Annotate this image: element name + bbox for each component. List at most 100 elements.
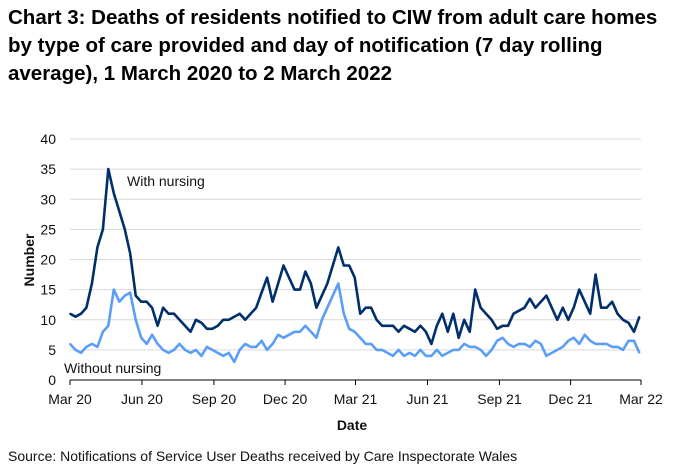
data-point: [85, 346, 88, 348]
x-tick-label: Jun 20: [121, 391, 163, 407]
y-tick-label: 15: [40, 282, 56, 298]
data-point: [326, 306, 329, 309]
data-point: [140, 300, 142, 303]
data-point: [206, 346, 208, 348]
data-point: [512, 312, 515, 315]
data-point: [96, 346, 99, 348]
data-point: [260, 340, 263, 342]
data-point: [386, 324, 389, 327]
data-point: [211, 349, 214, 351]
data-point: [419, 349, 422, 351]
data-point: [80, 312, 82, 315]
data-point: [452, 349, 455, 351]
data-point: [452, 312, 455, 315]
data-point: [633, 331, 635, 333]
data-point: [337, 246, 340, 249]
y-axis-label: Number: [21, 233, 37, 286]
data-point: [310, 282, 312, 285]
data-point: [211, 327, 214, 330]
data-point: [293, 331, 296, 333]
data-point: [189, 331, 192, 333]
data-point: [353, 331, 356, 333]
data-point: [430, 343, 433, 345]
data-point: [233, 361, 236, 363]
data-point: [638, 352, 641, 354]
data-point: [594, 273, 597, 276]
data-point: [529, 346, 531, 348]
data-point: [310, 331, 312, 333]
data-point: [605, 306, 608, 309]
data-point: [600, 306, 602, 309]
series-with-nursing: [69, 167, 641, 346]
data-point: [255, 306, 257, 309]
data-point: [332, 264, 334, 267]
data-point: [551, 306, 553, 309]
data-point: [381, 324, 383, 327]
data-point: [551, 352, 553, 354]
data-point: [206, 327, 208, 330]
data-point: [113, 192, 115, 195]
annotation-with-nursing: With nursing: [127, 173, 205, 189]
data-point: [342, 264, 345, 267]
data-point: [91, 343, 93, 345]
data-point: [408, 352, 411, 354]
data-point: [414, 331, 416, 333]
y-tick-label: 20: [40, 252, 56, 268]
data-point: [348, 264, 351, 267]
data-point: [567, 318, 570, 321]
data-point: [145, 343, 148, 345]
data-point: [375, 349, 378, 351]
data-point: [375, 318, 378, 321]
data-point: [151, 334, 153, 336]
data-point: [518, 309, 520, 312]
data-point: [583, 300, 586, 303]
data-point: [107, 324, 110, 327]
data-point: [485, 312, 487, 315]
data-point: [490, 349, 493, 351]
data-point: [321, 318, 323, 321]
data-point: [255, 346, 257, 348]
data-point: [222, 318, 225, 321]
data-point: [523, 343, 526, 345]
data-point: [96, 246, 99, 249]
data-point: [326, 282, 329, 285]
y-tick-label: 40: [40, 131, 56, 147]
data-point: [184, 349, 186, 351]
x-axis-label: Date: [337, 417, 368, 433]
data-point: [304, 270, 307, 273]
data-point: [266, 276, 268, 279]
data-point: [441, 312, 444, 315]
data-point: [195, 349, 197, 351]
data-point: [403, 355, 405, 357]
data-point: [414, 355, 416, 357]
x-axis: Mar 20 Jun 20 Sep 20 Dec 20 Mar 21 Jun 21 Sep …: [48, 379, 663, 407]
data-point: [523, 306, 526, 309]
x-tick-label: Dec 20: [263, 391, 308, 407]
data-point: [332, 294, 334, 297]
data-point: [622, 349, 624, 351]
data-point: [474, 288, 476, 291]
data-point: [403, 324, 405, 327]
data-point: [457, 337, 460, 339]
data-point: [282, 337, 285, 339]
data-point: [408, 327, 411, 330]
data-point: [315, 306, 318, 309]
annotation-without-nursing: Without nursing: [64, 360, 161, 376]
data-point: [474, 346, 476, 348]
data-point: [167, 312, 170, 315]
data-point: [244, 318, 247, 321]
data-point: [162, 349, 164, 351]
data-point: [485, 355, 487, 357]
data-point: [468, 346, 471, 348]
data-point: [605, 343, 608, 345]
series-without-nursing: [69, 282, 641, 364]
data-point: [572, 337, 575, 339]
data-point: [277, 334, 279, 336]
data-point: [583, 334, 586, 336]
y-tick-label: 10: [40, 312, 56, 328]
data-point: [277, 282, 279, 285]
data-point: [441, 355, 444, 357]
data-point: [348, 327, 351, 330]
data-point: [238, 349, 241, 351]
